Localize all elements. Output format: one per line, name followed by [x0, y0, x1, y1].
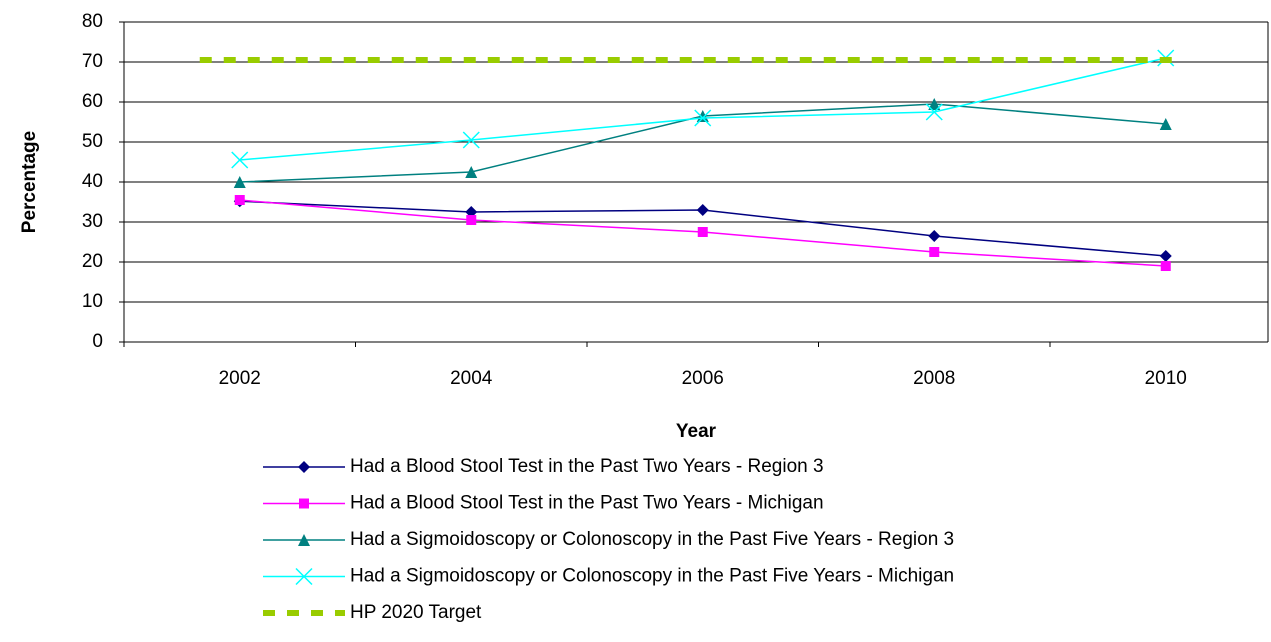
- x-tick-label: 2010: [1145, 368, 1187, 389]
- marker: [295, 567, 313, 586]
- x-tick-label: 2004: [450, 368, 493, 389]
- marker: [234, 195, 245, 205]
- legend-item: Had a Sigmoidoscopy or Colonoscopy in th…: [263, 529, 954, 550]
- x-tick-label: 2008: [913, 368, 955, 389]
- marker: [231, 151, 249, 169]
- marker: [696, 204, 709, 216]
- legend-item: Had a Sigmoidoscopy or Colonoscopy in th…: [263, 566, 954, 587]
- marker: [928, 98, 941, 110]
- marker: [1160, 261, 1171, 271]
- y-tick-label: 60: [82, 91, 103, 112]
- y-tick-label: 40: [82, 171, 103, 192]
- marker: [1159, 118, 1172, 130]
- marker: [928, 230, 941, 242]
- y-tick-label: 10: [82, 291, 103, 312]
- marker: [462, 131, 480, 149]
- legend-item: Had a Blood Stool Test in the Past Two Y…: [263, 456, 824, 477]
- legend-item: Had a Blood Stool Test in the Past Two Y…: [263, 493, 824, 514]
- y-tick-label: 20: [82, 251, 103, 272]
- legend-label: Had a Sigmoidoscopy or Colonoscopy in th…: [350, 566, 954, 587]
- marker: [233, 176, 246, 188]
- marker: [697, 227, 708, 237]
- legend-label: Had a Sigmoidoscopy or Colonoscopy in th…: [350, 529, 954, 550]
- marker: [694, 109, 712, 127]
- y-axis-title: Percentage: [19, 131, 40, 233]
- x-tick-label: 2006: [682, 368, 724, 389]
- series-line: [239, 57, 1166, 161]
- legend-label: HP 2020 Target: [350, 602, 482, 623]
- y-tick-label: 0: [92, 331, 103, 352]
- legend-label: Had a Blood Stool Test in the Past Two Y…: [350, 493, 824, 514]
- y-tick-label: 50: [82, 131, 103, 152]
- marker: [929, 247, 940, 257]
- marker: [1159, 250, 1172, 262]
- x-tick-label: 2002: [219, 368, 261, 389]
- x-axis-title: Year: [676, 421, 717, 442]
- marker: [298, 461, 310, 473]
- y-tick-label: 80: [82, 11, 103, 32]
- marker: [466, 215, 477, 225]
- marker: [298, 534, 310, 546]
- legend-item: HP 2020 Target: [263, 602, 482, 623]
- y-tick-label: 70: [82, 51, 103, 72]
- marker: [925, 103, 943, 121]
- legend-label: Had a Blood Stool Test in the Past Two Y…: [350, 456, 824, 477]
- y-tick-label: 30: [82, 211, 103, 232]
- marker: [299, 498, 309, 509]
- marker: [465, 166, 478, 178]
